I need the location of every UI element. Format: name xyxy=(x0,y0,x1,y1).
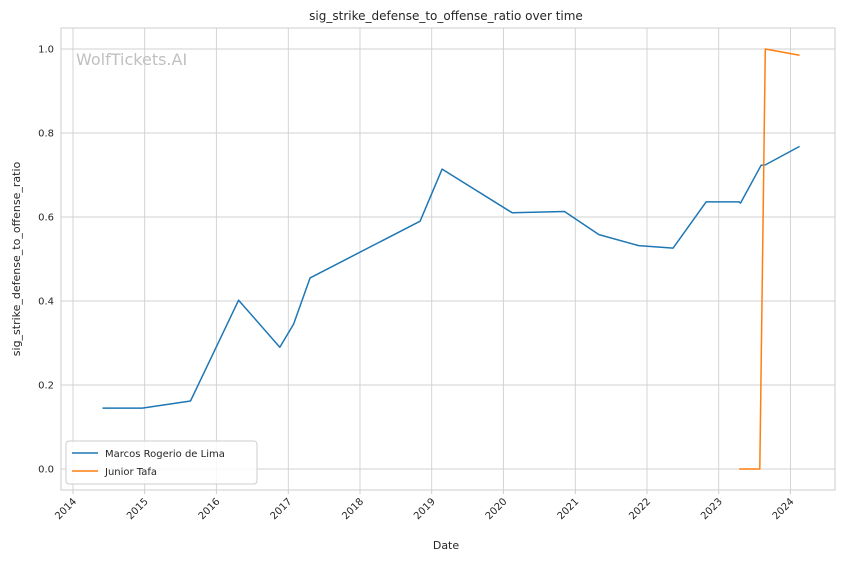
y-tick-label: 0.0 xyxy=(38,465,54,476)
y-axis-label: sig_strike_defense_to_offense_ratio xyxy=(10,162,23,357)
x-tick-label: 2023 xyxy=(699,496,725,522)
x-axis-label: Date xyxy=(433,539,460,552)
watermark: WolfTickets.AI xyxy=(76,50,187,69)
chart-title: sig_strike_defense_to_offense_ratio over… xyxy=(309,9,583,23)
x-tick-label: 2021 xyxy=(556,496,582,522)
x-tick-label: 2018 xyxy=(340,496,366,522)
series-line-1 xyxy=(739,48,800,470)
gridlines xyxy=(61,28,835,494)
legend-label-marcos: Marcos Rogerio de Lima xyxy=(105,449,225,460)
y-tick-labels: 0.0 0.2 0.4 0.6 0.8 1.0 xyxy=(38,45,54,476)
y-tick-label: 1.0 xyxy=(38,45,54,56)
x-tick-label: 2015 xyxy=(125,496,151,522)
y-tick-label: 0.6 xyxy=(38,213,54,224)
y-tick-label: 0.8 xyxy=(38,129,54,140)
x-tick-label: 2019 xyxy=(412,496,438,522)
y-tick-label: 0.2 xyxy=(38,381,54,392)
series-lines xyxy=(102,48,800,470)
x-tick-label: 2022 xyxy=(627,496,653,522)
x-tick-label: 2017 xyxy=(269,496,295,522)
x-tick-label: 2020 xyxy=(484,496,510,522)
x-tick-labels: 2014 2015 2016 2017 2018 2019 2020 2021 2022 2023… xyxy=(53,496,796,522)
legend: Marcos Rogerio de Lima Junior Tafa xyxy=(65,440,258,485)
y-tick-label: 0.4 xyxy=(38,297,54,308)
x-tick-label: 2024 xyxy=(771,496,797,522)
plot-frame xyxy=(60,27,836,491)
legend-label-junior: Junior Tafa xyxy=(104,467,157,478)
x-tick-label: 2016 xyxy=(197,496,223,522)
x-tick-label: 2014 xyxy=(53,496,79,522)
series-line-0 xyxy=(102,145,800,409)
legend-box xyxy=(65,440,258,485)
